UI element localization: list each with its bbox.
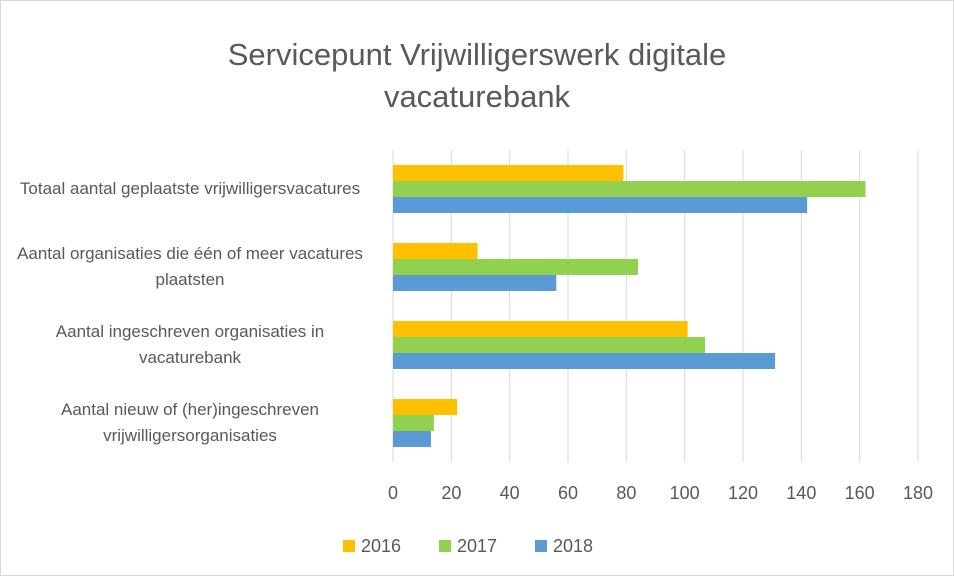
bar bbox=[393, 275, 557, 291]
bar bbox=[393, 399, 458, 415]
legend-label: 2016 bbox=[361, 536, 401, 556]
y-tick-label: Aantal ingeschreven organisaties in vaca… bbox=[55, 322, 325, 367]
bar bbox=[393, 337, 706, 353]
x-tick-label: 80 bbox=[616, 483, 636, 503]
y-tick-label: Aantal nieuw of (her)ingeschreven vrijwi… bbox=[61, 400, 319, 445]
x-tick-label: 20 bbox=[441, 483, 461, 503]
chart-title: Servicepunt Vrijwilligerswerk digitale v… bbox=[227, 37, 727, 114]
bar bbox=[393, 181, 866, 197]
x-tick-label: 0 bbox=[388, 483, 398, 503]
bar bbox=[393, 259, 638, 275]
x-tick-label: 120 bbox=[728, 483, 758, 503]
y-tick-label: Aantal organisaties die één of meer vaca… bbox=[17, 244, 363, 289]
y-tick-label: Totaal aantal geplaatste vrijwilligersva… bbox=[19, 179, 361, 198]
legend-swatch bbox=[535, 540, 547, 552]
legend-label: 2017 bbox=[457, 536, 497, 556]
x-tick-label: 40 bbox=[500, 483, 520, 503]
bar bbox=[393, 415, 434, 431]
legend-swatch bbox=[439, 540, 451, 552]
bar bbox=[393, 165, 624, 181]
bar bbox=[393, 243, 478, 259]
bar bbox=[393, 321, 688, 337]
legend-label: 2018 bbox=[553, 536, 593, 556]
x-tick-label: 100 bbox=[670, 483, 700, 503]
bar bbox=[393, 197, 808, 213]
legend-swatch bbox=[343, 540, 355, 552]
bar bbox=[393, 353, 776, 369]
bar bbox=[393, 431, 431, 447]
x-tick-label: 60 bbox=[558, 483, 578, 503]
x-tick-label: 180 bbox=[903, 483, 933, 503]
x-tick-label: 140 bbox=[786, 483, 816, 503]
x-tick-label: 160 bbox=[845, 483, 875, 503]
